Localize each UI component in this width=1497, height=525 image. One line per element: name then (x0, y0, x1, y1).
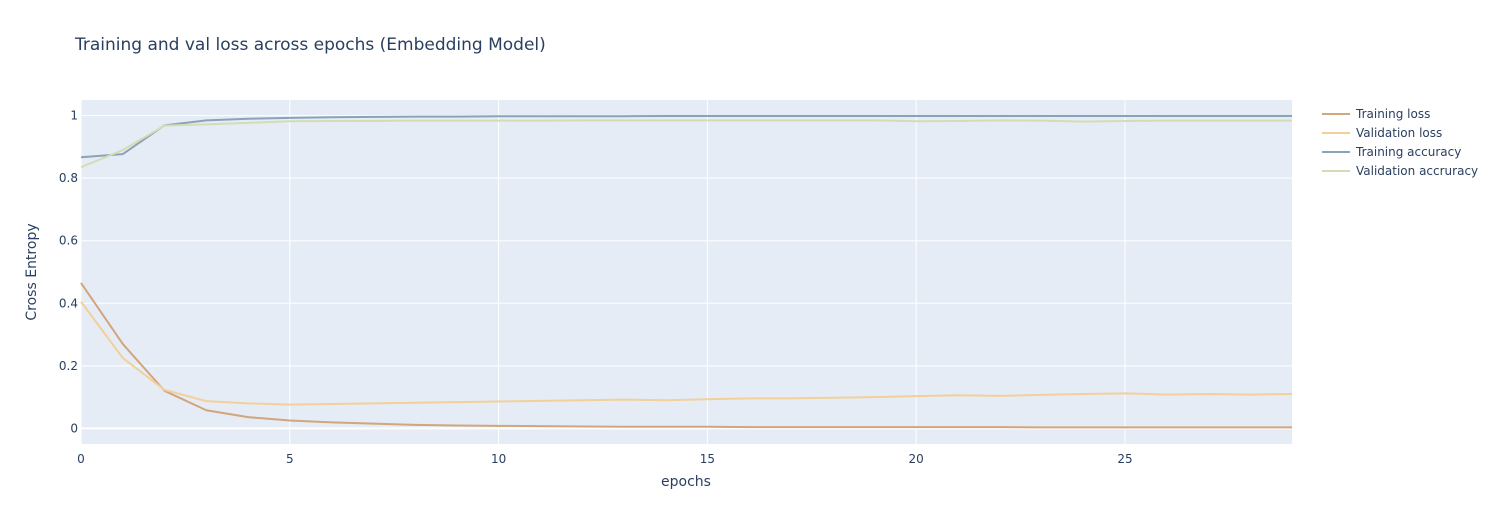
x-tick-label: 0 (77, 452, 85, 466)
legend-item-training-loss[interactable]: Training loss (1322, 107, 1430, 121)
y-tick-label: 0.4 (59, 296, 78, 310)
legend-item-validation-accruracy[interactable]: Validation accruracy (1322, 164, 1478, 178)
x-axis-ticks: 0 5 10 15 20 25 (77, 452, 1132, 466)
chart-title: Training and val loss across epochs (Emb… (74, 35, 546, 55)
legend-label: Training loss (1355, 107, 1430, 121)
legend[interactable]: Training loss Validation loss Training acc… (1322, 107, 1478, 178)
legend-label: Validation loss (1356, 126, 1442, 140)
x-tick-label: 10 (491, 452, 506, 466)
legend-item-training-accuracy[interactable]: Training accuracy (1322, 145, 1461, 159)
y-tick-label: 1 (70, 109, 78, 123)
x-axis-title: epochs (661, 474, 711, 490)
y-axis-title: Cross Entropy (24, 223, 40, 320)
legend-label: Training accuracy (1355, 145, 1461, 159)
x-tick-label: 5 (286, 452, 294, 466)
x-tick-label: 20 (909, 452, 924, 466)
series-line-validation-accruracy (80, 119, 1292, 169)
series-line-training-accuracy (80, 114, 1292, 159)
series-line-validation-loss (80, 301, 1293, 406)
plot-area (81, 100, 1292, 444)
x-tick-label: 15 (700, 452, 715, 466)
y-tick-label: 0.8 (59, 171, 78, 185)
series-line-training-loss (80, 282, 1292, 429)
series-layer (80, 114, 1293, 429)
legend-label: Validation accruracy (1356, 164, 1478, 178)
y-tick-label: 0.6 (59, 234, 78, 248)
y-tick-label: 0.2 (59, 359, 78, 373)
x-tick-label: 25 (1117, 452, 1132, 466)
legend-item-validation-loss[interactable]: Validation loss (1322, 126, 1442, 140)
y-axis-ticks: 0 0.2 0.4 0.6 0.8 1 (59, 109, 78, 436)
y-tick-label: 0 (70, 421, 78, 435)
